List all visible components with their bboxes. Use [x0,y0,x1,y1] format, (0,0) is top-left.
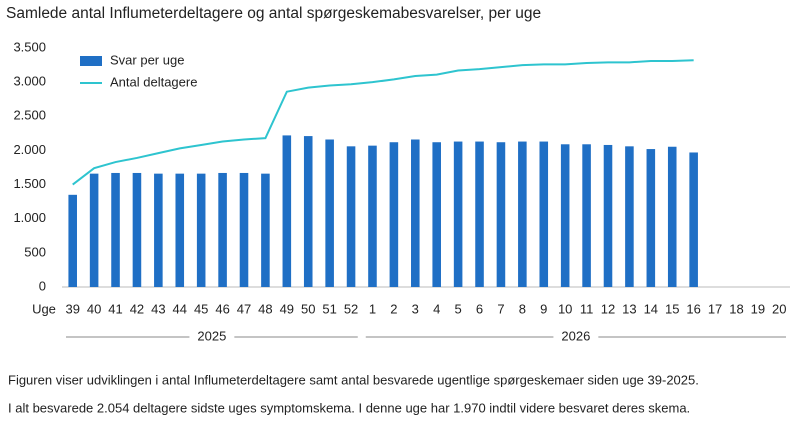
bar [196,173,206,287]
y-tick-label: 500 [24,244,46,259]
bar [432,142,441,287]
bar [453,141,463,287]
bar [261,173,270,287]
x-tick-label: 17 [708,301,722,316]
legend-swatch [80,56,102,66]
x-tick-label: 1 [369,301,376,316]
y-tick-label: 3.500 [13,39,46,54]
x-tick-label: 49 [280,301,294,316]
y-tick-label: 2.000 [13,142,46,157]
x-tick-label: 8 [519,301,526,316]
legend-label: Svar per uge [110,52,184,67]
bar [389,142,399,287]
x-tick-label: 39 [65,301,79,316]
chart-title: Samlede antal Influmeterdeltagere og ant… [6,5,541,22]
note: Figuren viser udviklingen i antal Influm… [8,372,699,387]
x-tick-label: 47 [237,301,251,316]
x-tick-label: 5 [455,301,462,316]
x-tick-label: 20 [772,301,786,316]
y-tick-label: 2.500 [13,108,46,123]
x-axis-label: Uge [32,301,56,316]
bar [582,144,591,287]
bar [282,135,292,287]
x-tick-label: 3 [412,301,419,316]
x-tick-label: 6 [476,301,483,316]
bar [239,172,249,287]
bar [475,141,484,287]
x-tick-label: 9 [540,301,547,316]
x-tick-label: 2 [390,301,397,316]
bar [518,141,527,287]
group-label: 2026 [561,328,590,343]
bar [346,146,356,287]
bar [625,146,634,287]
x-tick-label: 10 [558,301,572,316]
x-tick-label: 43 [151,301,165,316]
x-tick-label: 50 [301,301,315,316]
y-tick-label: 1.000 [13,210,46,225]
x-tick-label: 18 [729,301,743,316]
bar [132,172,142,287]
x-tick-label: 7 [497,301,504,316]
x-tick-label: 14 [644,301,658,316]
x-tick-label: 52 [344,301,358,316]
bar [646,149,656,287]
x-tick-label: 46 [215,301,229,316]
bar [368,145,377,287]
line [72,59,694,186]
x-tick-label: 40 [87,301,101,316]
x-tick-label: 13 [622,301,636,316]
bar [325,139,334,287]
bar [539,141,549,287]
x-tick-label: 19 [751,301,765,316]
bar [218,172,227,287]
bar [175,173,185,287]
bar [560,144,570,287]
x-tick-label: 44 [173,301,187,316]
bar [689,152,698,287]
bar [411,139,420,287]
legend-label: Antal deltagere [110,74,197,89]
x-tick-label: 48 [258,301,272,316]
x-tick-label: 51 [322,301,336,316]
bar [496,142,506,287]
x-tick-label: 15 [665,301,679,316]
bar [154,173,163,287]
x-tick-label: 41 [108,301,122,316]
bar [603,144,613,287]
bar [68,194,77,287]
x-tick-label: 12 [601,301,615,316]
bar [89,173,99,287]
y-tick-label: 3.000 [13,74,46,89]
bar [303,136,313,287]
y-tick-label: 1.500 [13,176,46,191]
x-tick-label: 11 [580,301,594,316]
x-tick-label: 4 [433,301,440,316]
x-tick-label: 16 [686,301,700,316]
group-label: 2025 [197,328,226,343]
bar [111,172,120,287]
y-tick-label: 0 [39,278,46,293]
note: I alt besvarede 2.054 deltagere sidste u… [8,400,690,415]
x-tick-label: 45 [194,301,208,316]
bar [667,146,677,287]
x-tick-label: 42 [130,301,144,316]
